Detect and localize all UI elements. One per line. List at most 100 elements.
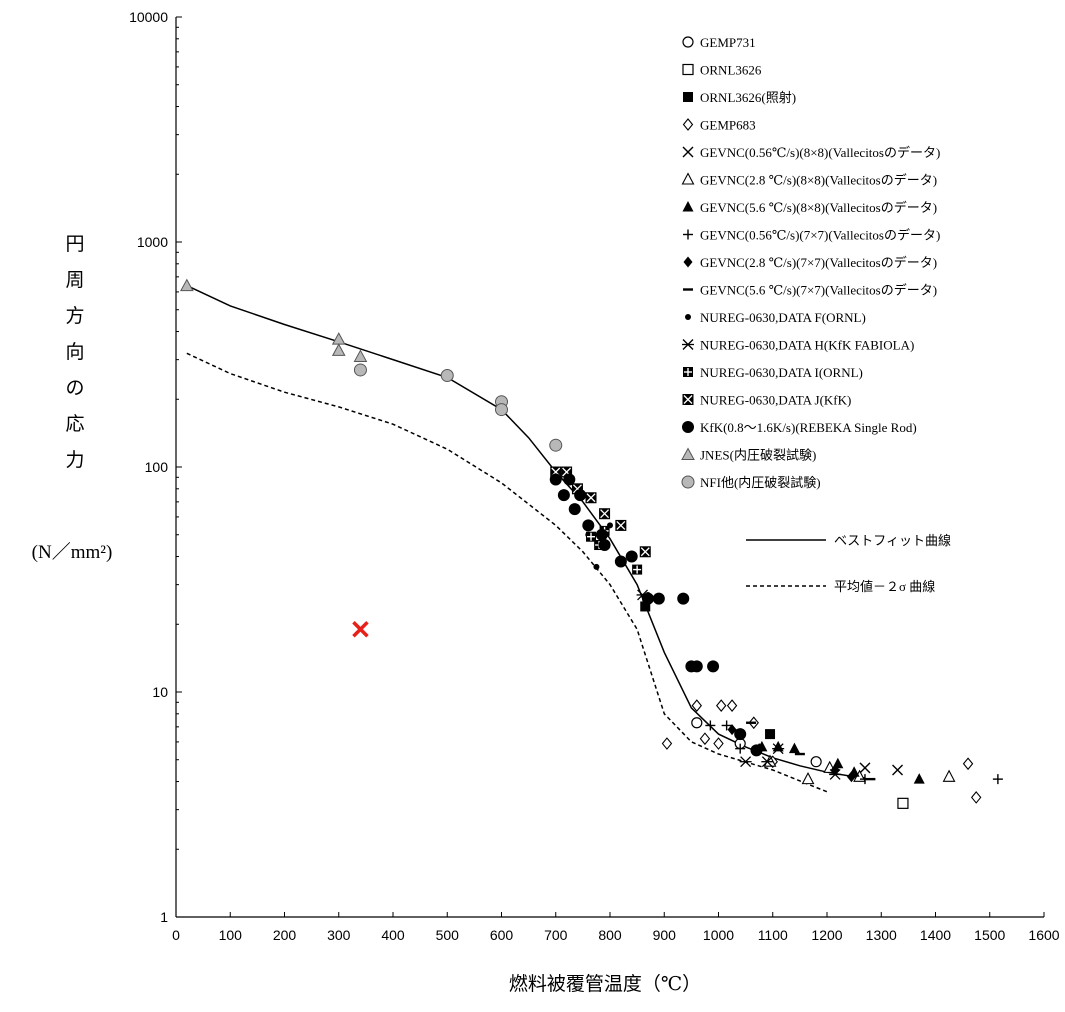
- y-axis-title-char: 周: [65, 269, 84, 291]
- legend-label: GEVNC(2.8 ℃/s)(8×8)(Vallecitosのデータ): [700, 173, 937, 188]
- y-axis-title-char: の: [65, 377, 84, 399]
- legend-marker: [682, 421, 694, 433]
- legend-marker: [681, 172, 695, 185]
- y-tick-label: 1: [160, 909, 168, 925]
- legend-marker: [682, 339, 694, 350]
- legend-marker: [682, 146, 694, 158]
- data-point-series-6: [913, 773, 925, 784]
- data-point-series-15: [180, 278, 194, 292]
- legend-label: NUREG-0630,DATA H(KfK FABIOLA): [700, 338, 914, 353]
- data-point-series-3: [962, 757, 974, 771]
- x-axis-title: 燃料被覆管温度（℃）: [509, 973, 701, 995]
- legend-label: NUREG-0630,DATA J(KfK): [700, 393, 851, 408]
- legend-marker: [682, 63, 694, 76]
- legend-marker: [681, 475, 695, 489]
- data-point-series-13: [585, 492, 597, 504]
- data-point-series-14: [557, 489, 570, 502]
- x-tick-label: 0: [172, 927, 180, 943]
- data-point-series-3: [691, 699, 703, 712]
- data-point-series-14: [734, 728, 747, 741]
- x-tick-label: 500: [436, 927, 460, 943]
- data-point-series-16: [549, 438, 563, 452]
- y-tick-label: 10000: [129, 9, 168, 25]
- data-point-series-14: [614, 555, 627, 568]
- data-point-series-13: [639, 546, 651, 558]
- legend-label: NUREG-0630,DATA I(ORNL): [700, 365, 863, 380]
- x-tick-label: 1400: [920, 927, 951, 943]
- x-tick-label: 200: [273, 927, 297, 943]
- legend-marker: [682, 201, 694, 212]
- x-tick-label: 1500: [974, 927, 1005, 943]
- x-tick-label: 1200: [811, 927, 842, 943]
- data-point-series-3: [661, 737, 673, 750]
- data-point-series-14: [563, 473, 576, 486]
- legend-label: ORNL3626: [700, 63, 762, 78]
- data-markers: [180, 278, 1003, 809]
- legend: GEMP731 ORNL3626 ORNL3626(照射) GEMP683 GEVNC(…: [681, 35, 951, 594]
- x-tick-label: 900: [653, 927, 677, 943]
- legend-label: KfK(0.8～1.6K/s)(REBEKA Single Rod): [700, 420, 917, 435]
- data-point-series-14: [574, 489, 587, 502]
- legend-label: NFI他(内圧破裂試験): [700, 475, 821, 490]
- legend-curve-label: ベストフィット曲線: [834, 533, 951, 548]
- data-point-series-11: [761, 756, 774, 768]
- tick-labels: 0 100 200 300 400 500 600 700 800 900 1000 1100 1200…: [129, 9, 1060, 943]
- data-point-series-0: [810, 756, 822, 768]
- data-point-series-6: [788, 742, 800, 754]
- data-point-series-7: [721, 720, 732, 731]
- x-tick-label: 800: [598, 927, 622, 943]
- y-tick-label: 1000: [137, 234, 168, 250]
- x-tick-label: 1000: [703, 927, 734, 943]
- legend-label: GEMP683: [700, 118, 756, 133]
- mean-minus-2sigma-curve: [186, 352, 828, 793]
- legend-marker: [683, 367, 693, 377]
- data-point-series-11: [739, 756, 752, 768]
- data-point-series-16: [495, 403, 508, 417]
- y-axis-unit: (N／mm²): [32, 541, 113, 563]
- legend-marker: [683, 92, 693, 102]
- data-point-series-11: [772, 743, 785, 755]
- data-point-series-3: [970, 791, 982, 804]
- data-point-series-14: [641, 592, 654, 605]
- legend-marker: [681, 447, 695, 460]
- legend-marker: [682, 394, 694, 405]
- legend-marker: [683, 256, 693, 268]
- legend-marker: [683, 229, 693, 240]
- data-point-series-7: [992, 774, 1003, 785]
- data-point-series-14: [625, 550, 638, 563]
- x-tick-label: 700: [544, 927, 568, 943]
- data-point-series-11: [829, 769, 842, 780]
- data-point-series-14: [549, 473, 562, 486]
- x-tick-label: 100: [219, 927, 243, 943]
- data-point-series-13: [615, 519, 627, 531]
- data-point-series-14: [652, 592, 665, 605]
- data-point-series-15: [331, 343, 346, 356]
- legend-label: GEVNC(0.56℃/s)(7×7)(Vallecitosのデータ): [700, 228, 940, 243]
- data-point-series-8: [727, 724, 737, 736]
- data-point-series-2: [765, 729, 776, 740]
- legend-label: JNES(内圧破裂試験): [700, 448, 816, 463]
- data-point-series-16: [440, 369, 454, 383]
- data-point-series-7: [735, 743, 746, 754]
- legend-label: ORNL3626(照射): [700, 90, 796, 105]
- legend-label: GEVNC(5.6 ℃/s)(7×7)(Vallecitosのデータ): [700, 283, 937, 298]
- data-point-series-12: [586, 531, 597, 542]
- legend-marker: [682, 36, 694, 48]
- data-point-series-14: [677, 592, 690, 605]
- data-point-series-14: [707, 660, 720, 673]
- data-point-series-2: [640, 601, 651, 612]
- data-point-series-3: [699, 732, 711, 746]
- data-point-series-15: [331, 332, 346, 345]
- legend-label: NUREG-0630,DATA F(ORNL): [700, 310, 866, 325]
- x-tick-label: 1300: [866, 927, 897, 943]
- data-point-series-12: [632, 564, 643, 575]
- data-point-series-7: [705, 720, 716, 731]
- y-axis-title-char: 円: [65, 233, 84, 255]
- data-point-series-5: [942, 769, 956, 782]
- y-axis-title-char: 応: [65, 413, 84, 435]
- x-tick-label: 600: [490, 927, 514, 943]
- x-tick-label: 400: [381, 927, 405, 943]
- legend-curve-label: 平均値－２σ 曲線: [834, 579, 935, 594]
